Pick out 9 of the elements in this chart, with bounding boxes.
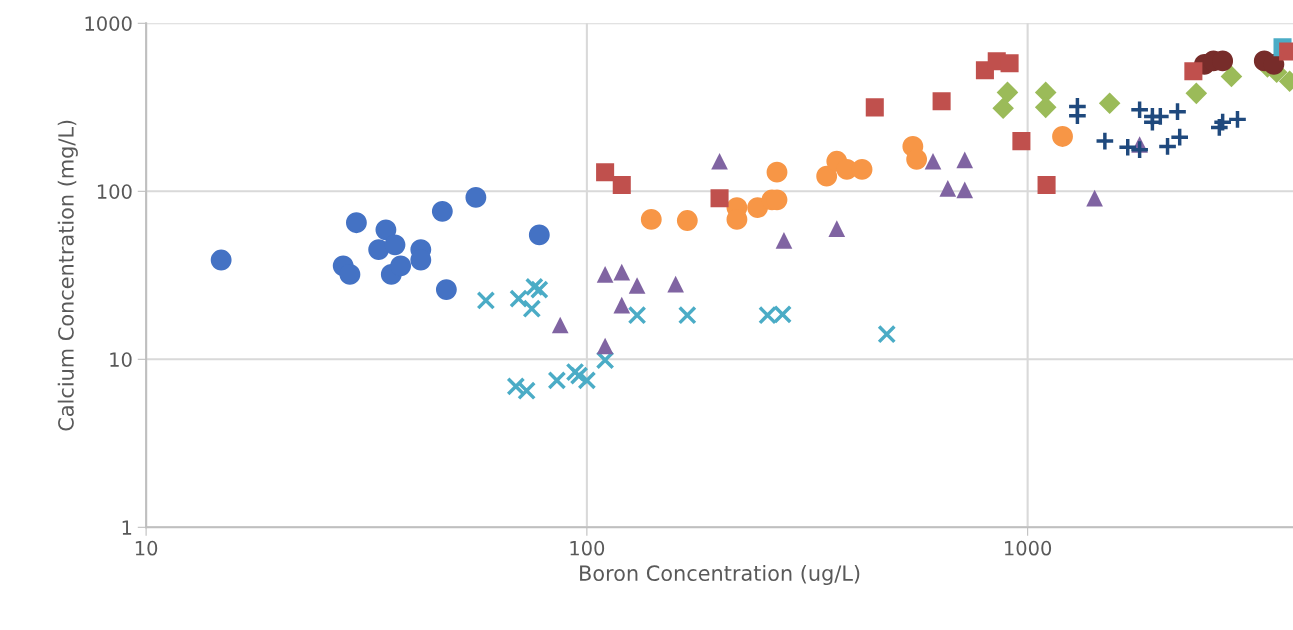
y-axis-title: Calcium Concentration (mg/L) [57,120,78,431]
x-tick-label: 1000 [1005,540,1052,556]
y-tick-label: 100 [97,184,132,199]
x-tick-label: 10 [135,540,158,556]
y-tick-label: 1000 [85,16,132,31]
x-tick-label: 100 [570,540,605,556]
y-tick-label: 10 [110,352,132,367]
x-axis-title: Boron Concentration (ug/L) [580,564,860,586]
y-tick-label: 1 [122,520,132,535]
